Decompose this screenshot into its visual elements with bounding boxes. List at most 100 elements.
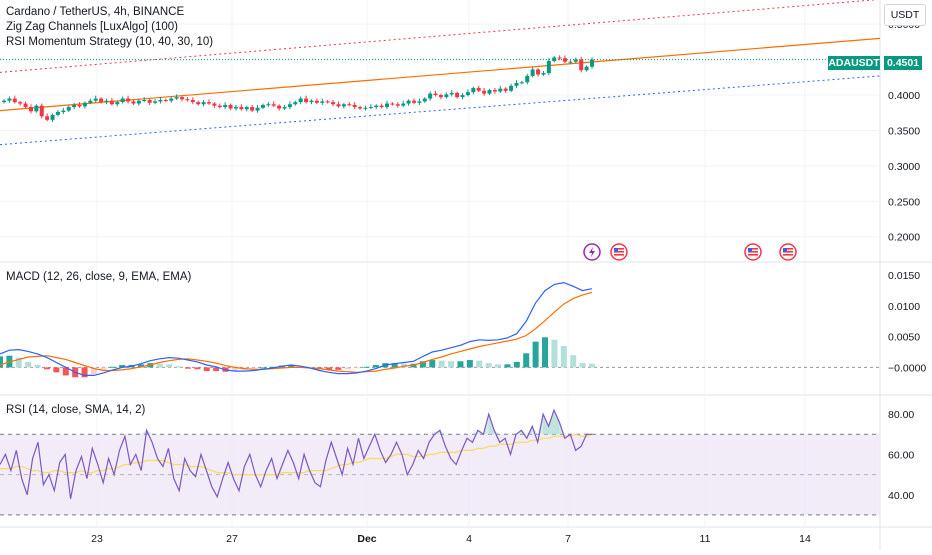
macd-histogram-bar bbox=[542, 337, 549, 368]
macd-histogram-bar bbox=[466, 360, 473, 368]
candle bbox=[126, 98, 131, 102]
candle bbox=[190, 99, 195, 103]
candle bbox=[147, 99, 152, 103]
macd-tick-label: 0.0050 bbox=[888, 332, 920, 344]
candle bbox=[201, 102, 206, 105]
candle bbox=[525, 75, 530, 83]
candle bbox=[142, 99, 147, 101]
x-tick-label: 11 bbox=[700, 533, 711, 545]
x-tick-label: 4 bbox=[466, 533, 472, 545]
candle bbox=[185, 99, 190, 101]
symbol-price-tag: ADAUSDT bbox=[828, 56, 880, 70]
candle bbox=[115, 102, 120, 105]
price-tick-label: 0.2500 bbox=[888, 196, 920, 208]
candle bbox=[573, 59, 578, 62]
indicator-rsi-strategy-label: RSI Momentum Strategy (10, 40, 30, 10) bbox=[6, 36, 214, 48]
flag-stripe bbox=[748, 248, 758, 250]
lightning-event-icon bbox=[583, 243, 601, 261]
flag-stripe bbox=[783, 248, 793, 250]
price-tick-label: 0.3000 bbox=[888, 161, 920, 173]
candle bbox=[336, 104, 341, 107]
macd-histogram-bar bbox=[156, 363, 163, 368]
candle bbox=[153, 101, 158, 103]
candle bbox=[136, 100, 141, 104]
macd-histogram-bar bbox=[43, 367, 50, 370]
candle bbox=[260, 104, 265, 108]
us-flag-event-icon bbox=[779, 243, 797, 261]
candle bbox=[444, 94, 449, 98]
rsi-ma-line bbox=[0, 433, 593, 476]
macd-histogram-bar bbox=[231, 367, 238, 372]
candle bbox=[180, 97, 185, 100]
candle bbox=[358, 107, 363, 109]
macd-histogram-bar bbox=[15, 357, 22, 368]
candle bbox=[131, 101, 136, 104]
candle bbox=[212, 103, 217, 106]
candle bbox=[428, 93, 433, 99]
macd-histogram-bar bbox=[166, 364, 173, 368]
channel-upper-line bbox=[0, 0, 879, 73]
x-tick-label: 7 bbox=[565, 533, 571, 545]
candle bbox=[401, 103, 406, 106]
candle bbox=[492, 90, 497, 92]
macd-histogram-bar bbox=[137, 364, 144, 368]
macd-histogram-bar bbox=[175, 366, 182, 368]
macd-histogram-bar bbox=[260, 367, 267, 369]
rsi-line bbox=[0, 408, 592, 499]
candle bbox=[18, 102, 23, 104]
macd-histogram-bar bbox=[288, 364, 295, 368]
channel-mid-line bbox=[0, 37, 881, 112]
candle bbox=[223, 104, 228, 108]
macd-histogram-bar bbox=[335, 367, 342, 370]
macd-histogram-bar bbox=[504, 364, 511, 368]
macd-histogram-bar bbox=[194, 367, 201, 370]
candle bbox=[271, 104, 276, 106]
candle bbox=[158, 99, 163, 102]
candle bbox=[476, 87, 481, 91]
rsi-overbought-fill bbox=[488, 414, 500, 435]
candle bbox=[287, 104, 292, 108]
candle bbox=[239, 107, 244, 110]
macd-signal-line bbox=[0, 291, 593, 373]
candle bbox=[169, 98, 174, 101]
candle bbox=[39, 105, 44, 117]
currency-button[interactable]: USDT bbox=[884, 4, 926, 26]
flag-canton bbox=[783, 248, 787, 252]
rsi-label: RSI (14, close, SMA, 14, 2) bbox=[6, 404, 146, 416]
x-tick-label: 27 bbox=[226, 533, 238, 545]
candle bbox=[320, 101, 325, 103]
candle bbox=[449, 92, 454, 95]
candle bbox=[88, 100, 93, 103]
rsi-overbought-fill bbox=[434, 430, 446, 435]
candle bbox=[368, 107, 373, 109]
candle bbox=[61, 110, 66, 113]
candle bbox=[482, 90, 487, 94]
candle bbox=[93, 98, 98, 101]
us-flag-event-icon bbox=[744, 243, 762, 261]
x-tick-label: 14 bbox=[799, 533, 811, 545]
candle bbox=[255, 107, 260, 111]
candle bbox=[465, 92, 470, 96]
macd-histogram-bar bbox=[250, 367, 257, 369]
candle bbox=[12, 98, 17, 103]
macd-histogram-bar bbox=[457, 361, 464, 368]
candle bbox=[530, 69, 535, 76]
rsi-overbought-fill bbox=[472, 430, 484, 435]
macd-label: MACD (12, 26, close, 9, EMA, EMA) bbox=[6, 271, 192, 283]
candle bbox=[579, 59, 584, 71]
candle bbox=[519, 82, 524, 84]
candle bbox=[50, 114, 55, 120]
macd-histogram-bar bbox=[354, 367, 361, 369]
macd-histogram-bar bbox=[485, 363, 492, 368]
candle bbox=[487, 90, 492, 94]
flag-stripe bbox=[783, 254, 793, 256]
macd-histogram-bar bbox=[391, 363, 398, 368]
macd-histogram-bar bbox=[62, 367, 69, 376]
candle bbox=[379, 105, 384, 108]
macd-histogram-bar bbox=[589, 363, 595, 368]
candle bbox=[347, 104, 352, 106]
last-price-tag: 0.4501 bbox=[884, 56, 922, 70]
candle bbox=[541, 73, 546, 75]
